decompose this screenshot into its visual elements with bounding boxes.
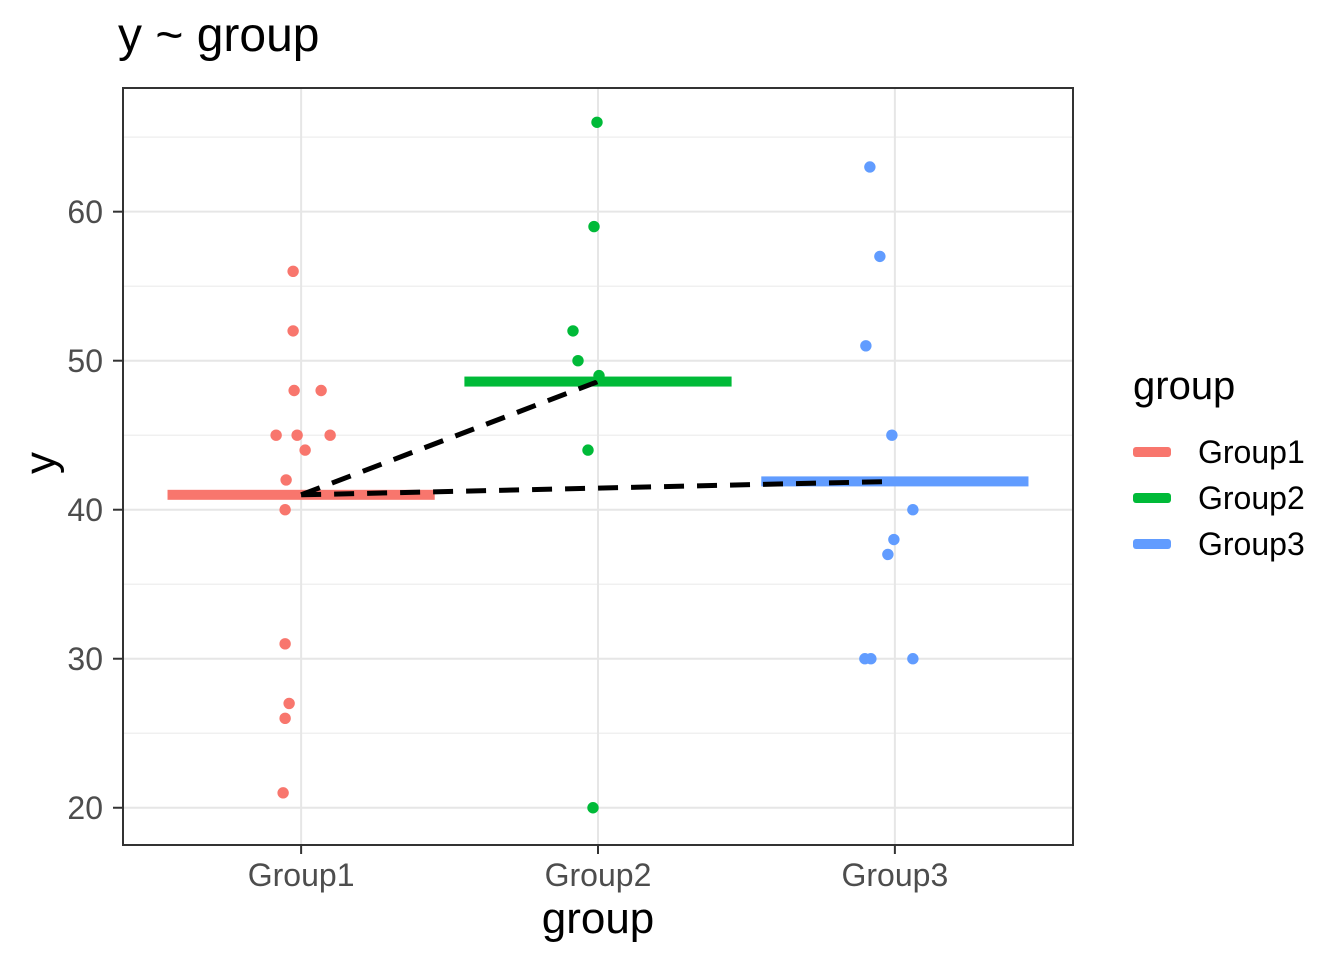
legend-item-group3: Group3 <box>1133 521 1305 567</box>
jitter-point-group1 <box>277 787 289 799</box>
jitter-point-group1 <box>270 429 282 441</box>
jitter-point-group3 <box>860 340 872 352</box>
jitter-point-group1 <box>299 444 311 456</box>
jitter-point-group3 <box>886 429 898 441</box>
y-axis-title: y <box>16 452 65 474</box>
legend-item-label: Group1 <box>1198 433 1305 470</box>
x-tick-label: Group2 <box>545 857 652 893</box>
jitter-point-group3 <box>907 504 919 516</box>
jitter-point-group1 <box>283 697 295 710</box>
jitter-point-group3 <box>865 653 877 665</box>
x-axis-title: group <box>541 894 655 943</box>
y-tick-label: 40 <box>67 492 103 528</box>
y-tick-label: 30 <box>67 641 103 677</box>
y-tick-label: 20 <box>67 790 103 826</box>
jitter-point-group1 <box>291 429 303 441</box>
jitter-point-group1 <box>287 325 299 337</box>
y-tick-label: 60 <box>67 194 103 230</box>
jitter-point-group3 <box>882 548 894 561</box>
jitter-point-group2 <box>591 116 603 128</box>
legend-item-group1: Group1 <box>1133 429 1305 475</box>
jitter-point-group1 <box>279 712 291 725</box>
legend-title: group <box>1133 364 1236 408</box>
legend-item-label: Group2 <box>1198 479 1305 516</box>
y-tick-label: 50 <box>67 343 103 379</box>
jitter-point-group2 <box>572 354 584 367</box>
mean-bar-group3 <box>761 476 1029 487</box>
jitter-point-group1 <box>324 429 336 441</box>
jitter-point-group1 <box>315 384 327 397</box>
legend-item-group2: Group2 <box>1133 475 1305 521</box>
jitter-point-group1 <box>279 638 291 650</box>
jitter-point-group3 <box>864 161 876 173</box>
jitter-point-group3 <box>907 653 919 665</box>
jitter-point-group2 <box>567 325 579 337</box>
jitter-point-group2 <box>582 444 594 456</box>
x-tick-label: Group3 <box>842 857 949 893</box>
jitter-point-group2 <box>588 220 600 233</box>
jitter-point-group2 <box>593 369 605 382</box>
jitter-point-group1 <box>288 384 300 397</box>
legend: group Group1 Group2 Group3 <box>1133 363 1305 567</box>
jitter-point-group3 <box>874 250 886 263</box>
legend-swatch-group3-icon <box>1133 539 1171 549</box>
mean-bar-group2 <box>464 376 732 387</box>
jitter-point-group1 <box>287 265 299 277</box>
legend-swatch-group1-icon <box>1133 447 1171 457</box>
jitter-point-group3 <box>888 533 900 546</box>
jitter-point-group1 <box>279 504 291 516</box>
chart-title: y ~ group <box>118 9 320 62</box>
jitter-point-group1 <box>280 474 292 486</box>
legend-item-label: Group3 <box>1198 525 1305 562</box>
x-tick-label: Group1 <box>248 857 355 893</box>
jitter-point-group2 <box>587 802 599 814</box>
legend-swatch-group2-icon <box>1133 493 1171 503</box>
mean-connector-line <box>300 379 599 498</box>
